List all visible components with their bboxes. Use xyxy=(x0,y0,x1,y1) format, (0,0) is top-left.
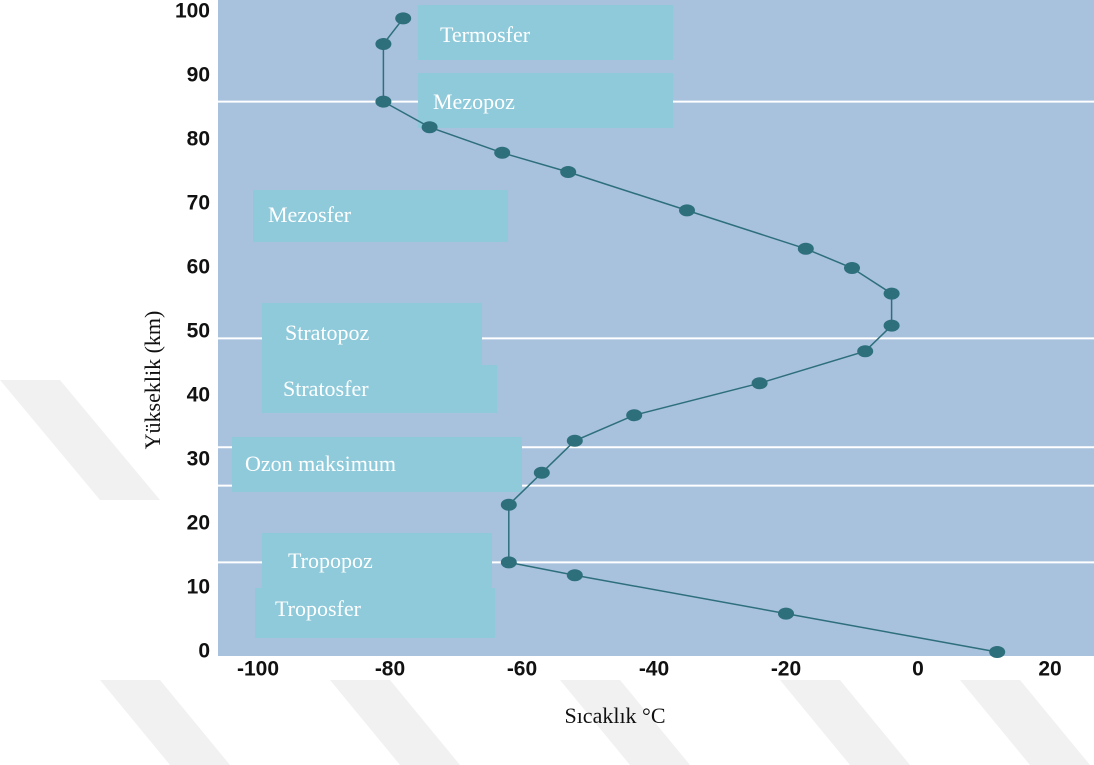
point xyxy=(566,434,583,447)
point xyxy=(751,377,768,390)
annotation: Mezosfer xyxy=(268,202,352,227)
watermark xyxy=(0,380,1090,765)
x-tick-label: 20 xyxy=(1038,658,1061,681)
point xyxy=(883,287,900,300)
point xyxy=(566,569,583,582)
point xyxy=(989,646,1006,658)
point xyxy=(679,204,695,217)
x-tick-label: -100 xyxy=(237,658,279,681)
y-tick-label: 0 xyxy=(198,640,210,663)
point xyxy=(778,607,794,620)
annotation-box xyxy=(418,73,673,128)
point xyxy=(883,319,900,332)
annotation-box xyxy=(262,303,482,365)
x-tick-label: 0 xyxy=(912,658,924,681)
point xyxy=(857,345,874,358)
y-tick-label: 50 xyxy=(187,320,210,343)
point xyxy=(500,556,517,569)
point xyxy=(494,146,511,159)
x-axis-label: Sıcaklık °C xyxy=(564,703,665,728)
y-tick-label: 90 xyxy=(187,64,210,87)
annotation: Termosfer xyxy=(440,22,531,47)
y-tick-label: 60 xyxy=(187,256,210,279)
y-tick-label: 20 xyxy=(187,512,210,535)
y-tick-label: 100 xyxy=(175,0,210,23)
annotation: Stratopoz xyxy=(285,320,370,345)
y-tick-label: 10 xyxy=(187,576,210,599)
annotation: Mezopoz xyxy=(433,89,515,114)
annotation: Ozon maksimum xyxy=(245,451,396,476)
y-tick-label: 40 xyxy=(187,384,210,407)
annotation-box xyxy=(253,190,508,242)
y-tick-label: 80 xyxy=(187,128,210,151)
annotation-box xyxy=(232,437,522,492)
point xyxy=(375,38,392,50)
point xyxy=(560,166,577,178)
point xyxy=(844,262,860,274)
point xyxy=(500,498,517,511)
annotation: Stratosfer xyxy=(283,376,369,401)
annotation: Troposfer xyxy=(275,596,362,621)
y-axis-label: Yükseklik (km) xyxy=(140,311,165,450)
annotation-box xyxy=(255,588,495,638)
y-tick-label: 70 xyxy=(187,192,210,215)
annotation-box xyxy=(418,5,673,60)
y-tick-label: 30 xyxy=(187,448,210,471)
point xyxy=(421,121,438,134)
point xyxy=(626,409,643,422)
x-tick-label: -20 xyxy=(771,658,801,681)
x-tick-label: -80 xyxy=(375,658,405,681)
annotation-box xyxy=(262,533,492,591)
point xyxy=(375,95,392,108)
x-tick-label: -60 xyxy=(507,658,537,681)
point xyxy=(395,12,412,25)
x-tick-label: -40 xyxy=(639,658,669,681)
point xyxy=(533,466,550,479)
annotation: Tropopoz xyxy=(288,548,373,573)
annotation-box xyxy=(262,365,497,413)
point xyxy=(797,242,814,255)
